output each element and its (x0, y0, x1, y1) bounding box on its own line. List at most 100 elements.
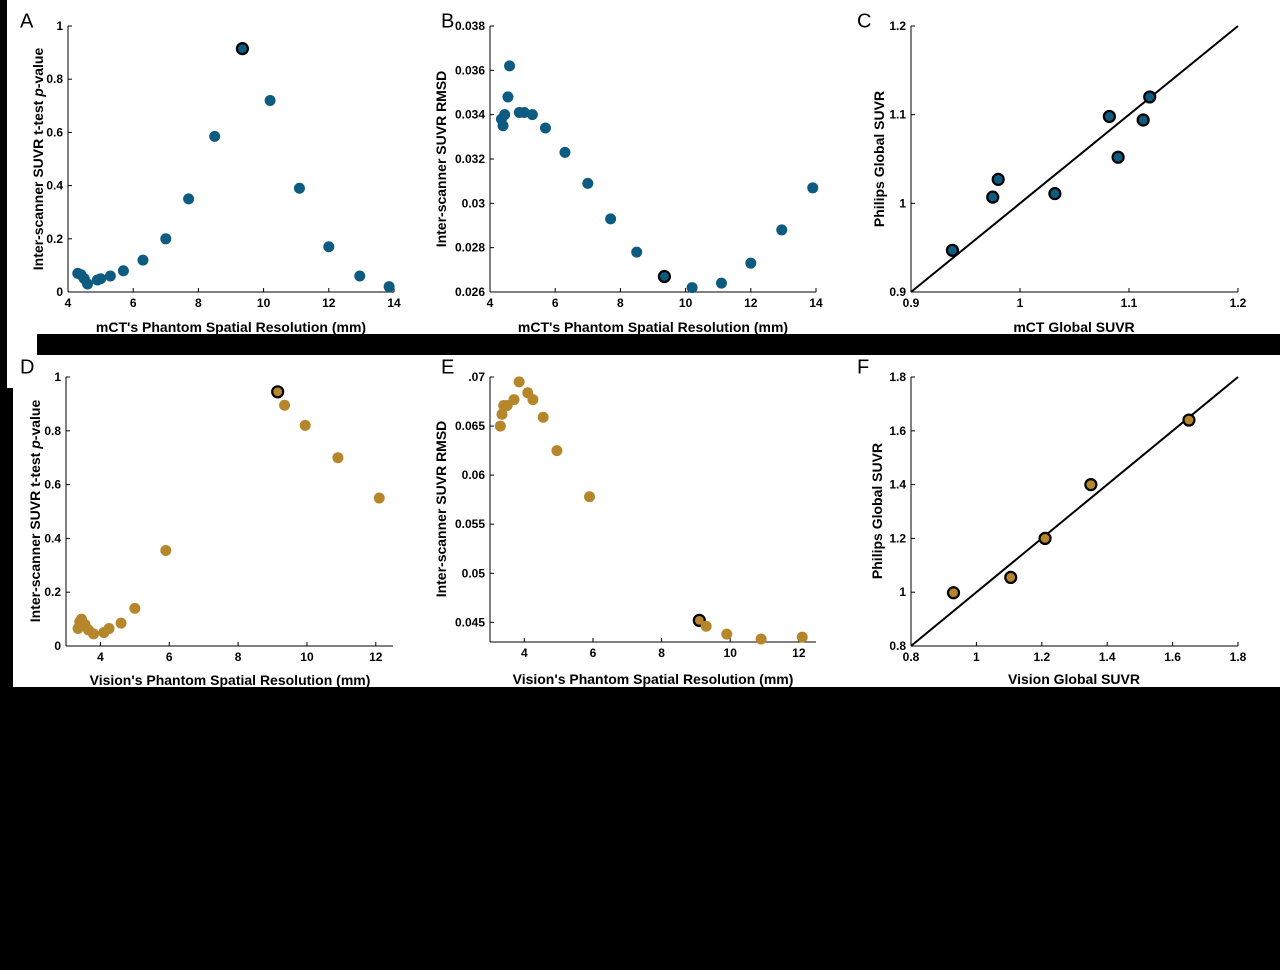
x-axis-label: mCT Global SUVR (1013, 319, 1134, 335)
x-tick-label: 12 (792, 646, 806, 660)
separator-bar-a (40, 334, 427, 352)
data-point (745, 257, 757, 269)
y-axis-label: Inter-scanner SUVR t-test p-value (27, 400, 43, 623)
data-point (1084, 478, 1098, 492)
x-axis-label: Vision's Phantom Spatial Resolution (mm) (513, 671, 794, 687)
x-tick-label: 1 (1017, 296, 1024, 310)
data-point (700, 620, 712, 632)
bottom-left-notch (7, 334, 37, 388)
data-point (104, 270, 116, 282)
data-point (293, 182, 305, 194)
y-tick-label: 0.8 (889, 639, 906, 653)
x-axis-label: mCT's Phantom Spatial Resolution (mm) (518, 319, 788, 335)
y-tick-label: 0.6 (44, 478, 61, 492)
data-point (1143, 90, 1157, 104)
data-point (88, 628, 100, 640)
data-point (584, 491, 596, 503)
data-point (559, 146, 571, 158)
data-point (264, 94, 276, 106)
y-tick-label: 1 (899, 585, 906, 599)
data-point (82, 278, 94, 290)
data-point (539, 122, 551, 134)
separator-bar-c (878, 334, 1280, 352)
data-point (1182, 413, 1196, 427)
x-tick-label: 10 (257, 296, 271, 310)
x-tick-label: 6 (130, 296, 137, 310)
y-tick-label: 0.028 (455, 241, 485, 255)
x-tick-label: 1.6 (1164, 650, 1181, 664)
data-point (1004, 570, 1018, 585)
data-point (209, 130, 221, 142)
y-tick-label: 0.4 (44, 531, 61, 545)
data-point (279, 399, 291, 411)
y-tick-label: 1.1 (889, 108, 906, 122)
bottom-row-panel (13, 355, 1280, 687)
y-tick-label: 1 (56, 19, 63, 33)
data-point (160, 545, 172, 557)
y-tick-label: 1.4 (889, 478, 906, 492)
x-tick-label: 14 (387, 296, 401, 310)
x-tick-label: 8 (235, 650, 242, 664)
x-tick-label: 12 (369, 650, 383, 664)
y-tick-label: 0.038 (455, 19, 485, 33)
panel-f: F 0.8 1 1.2 1.4 1.6 1.8 0.8 1 1.2 1.4 1.6 1.8 Vision … (857, 356, 1247, 687)
data-point (373, 492, 385, 504)
y-tick-label: 0 (54, 639, 61, 653)
data-point (504, 60, 516, 72)
data-point (137, 254, 149, 266)
y-axis-label: Inter-scanner SUVR RMSD (433, 71, 449, 248)
y-tick-label: 1.8 (889, 370, 906, 384)
x-tick-label: 8 (617, 296, 624, 310)
y-tick-label: 0.2 (46, 232, 63, 246)
data-point (354, 270, 366, 282)
y-tick-label: 0.9 (889, 285, 906, 299)
x-tick-label: 10 (724, 646, 738, 660)
data-point (946, 586, 961, 600)
x-tick-label: 0.9 (903, 296, 920, 310)
data-point (494, 420, 506, 432)
data-point (721, 628, 733, 640)
x-tick-label: 1.1 (1121, 296, 1138, 310)
y-tick-label: 1.2 (889, 531, 906, 545)
y-tick-label: .07 (468, 370, 485, 384)
x-tick-label: 4 (65, 296, 72, 310)
panel-letter-e: E (441, 356, 454, 378)
panel-letter-b: B (441, 10, 454, 32)
data-point (537, 411, 549, 423)
data-point (502, 91, 514, 103)
data-point (183, 193, 195, 205)
y-tick-label: 1.2 (889, 19, 906, 33)
x-tick-label: 6 (590, 646, 597, 660)
y-axis-label: Inter-scanner SUVR RMSD (433, 421, 449, 598)
data-point (1038, 531, 1052, 546)
panel-letter-a: A (20, 10, 34, 32)
data-point (95, 273, 107, 285)
panel-a: A 4 6 8 10 12 14 0 0.2 0.4 0.6 0.8 1 mCT's Phantom Sp… (20, 10, 401, 335)
y-tick-label: 0.034 (455, 108, 485, 122)
x-tick-label: 1 (973, 650, 980, 664)
y-tick-label: 0.2 (44, 585, 61, 599)
y-tick-label: 0.055 (455, 517, 485, 531)
y-tick-label: 0.06 (462, 468, 486, 482)
y-tick-label: 0.036 (455, 63, 485, 77)
highlight-point (271, 385, 285, 399)
panel-letter-c: C (857, 10, 871, 32)
data-point (807, 182, 819, 194)
panel-letter-f: F (857, 356, 869, 378)
panel-d: D 4 6 8 10 12 0 0.2 0.4 0.6 0.8 1 Vision's Phantom S… (20, 356, 393, 688)
top-row-panel (7, 0, 1280, 334)
y-tick-label: 0.8 (44, 424, 61, 438)
data-point (631, 246, 643, 258)
data-point (526, 109, 538, 121)
panel-c: C 0.9 1 1.1 1.2 0.9 1 1.1 1.2 mCT Global SUVR Phil… (857, 10, 1247, 335)
data-point (160, 233, 172, 245)
x-tick-label: 4 (487, 296, 494, 310)
data-point (776, 224, 788, 236)
data-point (1136, 113, 1150, 127)
y-tick-label: 0.4 (46, 179, 63, 193)
y-tick-label: 0.045 (455, 615, 485, 629)
y-tick-label: 0.065 (455, 419, 485, 433)
data-point (499, 109, 511, 121)
panel-b: B 4 6 8 10 12 14 0.026 0.028 0.03 0.032 0.034 0.036 0… (433, 10, 823, 335)
